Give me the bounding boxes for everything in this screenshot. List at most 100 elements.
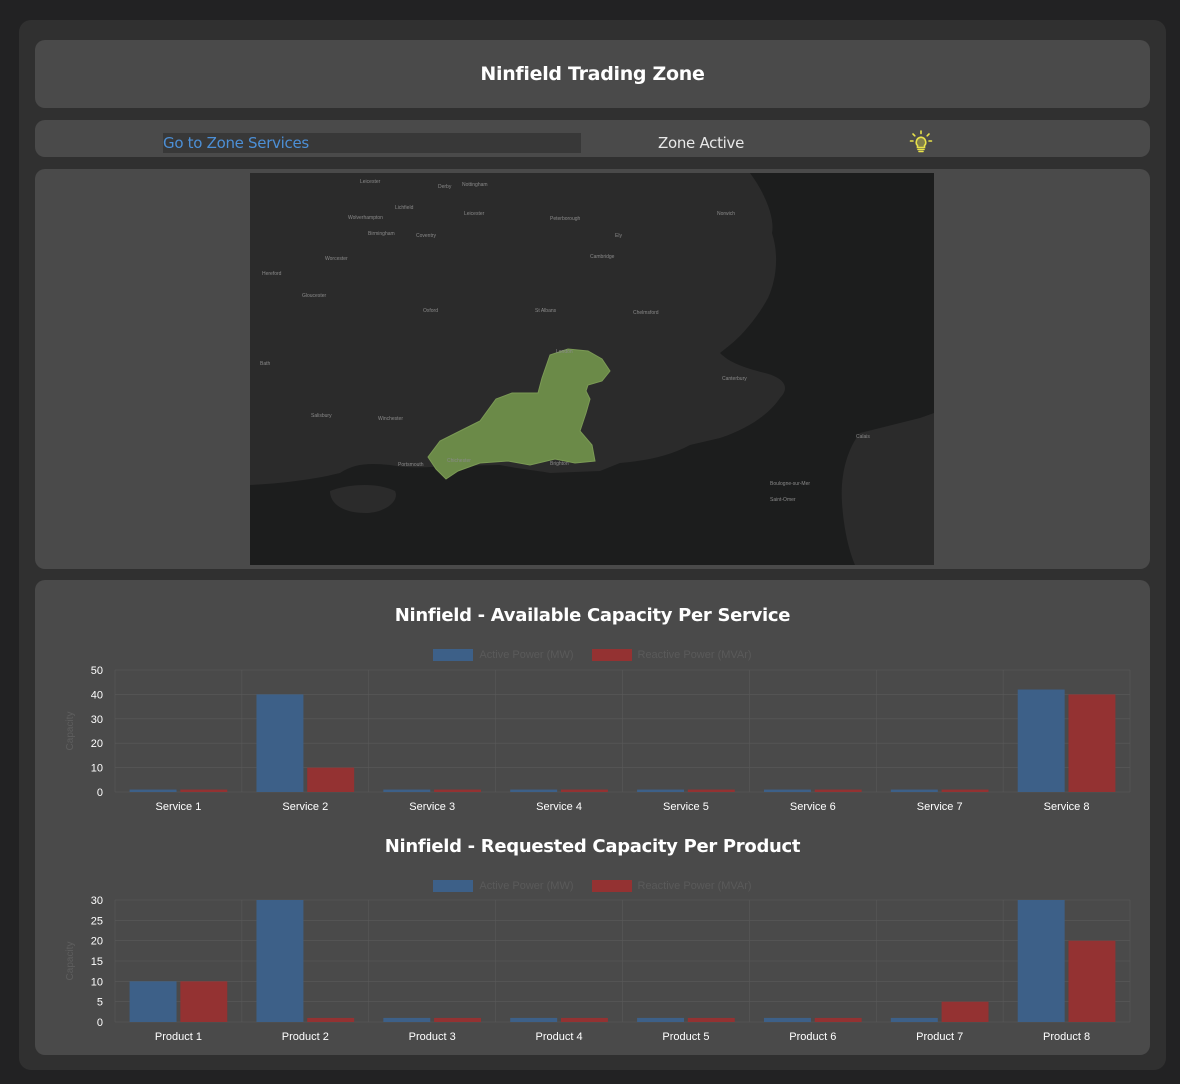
- bar-reactive-power[interactable]: [434, 1017, 482, 1022]
- map-place-label: Winchester: [378, 416, 403, 422]
- y-tick-label: 10: [91, 763, 103, 775]
- bar-active-power[interactable]: [637, 1017, 685, 1022]
- header-panel: Ninfield Trading Zone: [35, 40, 1150, 108]
- legend-products[interactable]: Active Power (MW) Reactive Power (MVAr): [35, 880, 1150, 892]
- bar-active-power[interactable]: [890, 789, 938, 792]
- map-place-label: Portsmouth: [398, 462, 424, 468]
- legend-services[interactable]: Active Power (MW) Reactive Power (MVAr): [35, 649, 1150, 661]
- bar-active-power[interactable]: [129, 789, 177, 792]
- legend-item-reactive[interactable]: Reactive Power (MVAr): [591, 649, 752, 661]
- lightbulb-icon: [909, 130, 933, 153]
- y-tick-label: 25: [91, 915, 103, 927]
- y-tick-label: 0: [97, 1017, 103, 1029]
- isle-of-wight: [330, 485, 396, 513]
- y-tick-label: 50: [91, 665, 103, 677]
- nav-bar: Go to Zone Services Zone Active: [35, 120, 1150, 157]
- land-england: [250, 173, 785, 485]
- y-tick-label: 30: [91, 714, 103, 726]
- legend-item-active[interactable]: Active Power (MW): [433, 649, 574, 661]
- bar-active-power[interactable]: [256, 900, 304, 1022]
- map-place-label: Derby: [438, 184, 452, 190]
- bar-active-power[interactable]: [383, 789, 431, 792]
- y-tick-label: 5: [97, 997, 103, 1009]
- map-place-label: Peterborough: [550, 216, 581, 222]
- x-tick-label: Service 2: [282, 801, 328, 813]
- bar-reactive-power[interactable]: [1068, 940, 1116, 1022]
- x-tick-label: Service 4: [536, 801, 582, 813]
- bar-reactive-power[interactable]: [307, 767, 355, 792]
- map-place-label: Brighton: [550, 461, 569, 467]
- x-tick-label: Product 3: [409, 1031, 456, 1043]
- x-tick-label: Service 7: [917, 801, 963, 813]
- bar-reactive-power[interactable]: [814, 789, 862, 792]
- legend-item-reactive[interactable]: Reactive Power (MVAr): [591, 880, 752, 892]
- map-place-label: Bath: [260, 361, 271, 367]
- x-tick-label: Product 6: [789, 1031, 836, 1043]
- bar-reactive-power[interactable]: [560, 1017, 608, 1022]
- services-bar-chart: 0 10 20 30 40 50 Capacity Service 1 Service 2 Ser…: [65, 665, 1131, 813]
- map-place-label: Calais: [856, 434, 870, 440]
- map-place-label: Chichester: [447, 458, 471, 464]
- zone-map[interactable]: Leicester Derby Nottingham Lichfield Wolverh…: [250, 173, 934, 565]
- chart-title-services: Ninfield - Available Capacity Per Servic…: [394, 605, 791, 626]
- legend-label-reactive: Reactive Power (MVAr): [637, 649, 752, 661]
- bar-reactive-power[interactable]: [687, 1017, 735, 1022]
- y-axis-label: Capacity: [65, 942, 76, 981]
- bar-active-power[interactable]: [129, 981, 177, 1022]
- bar-reactive-power[interactable]: [434, 789, 482, 792]
- bar-active-power[interactable]: [890, 1017, 938, 1022]
- bar-active-power[interactable]: [383, 1017, 431, 1022]
- map-place-label: Chelmsford: [633, 310, 659, 316]
- y-axis-label: Capacity: [65, 712, 76, 751]
- zone-status-text: Zone Active: [658, 134, 745, 152]
- legend-label-active: Active Power (MW): [479, 880, 574, 892]
- bar-active-power[interactable]: [763, 1017, 811, 1022]
- map-place-label: St Albans: [535, 308, 557, 314]
- map-place-label: London: [556, 349, 573, 355]
- bar-active-power[interactable]: [637, 789, 685, 792]
- x-tick-label: Product 8: [1043, 1031, 1090, 1043]
- y-tick-label: 0: [97, 787, 103, 799]
- zone-services-link[interactable]: Go to Zone Services: [163, 133, 581, 153]
- y-tick-label: 15: [91, 956, 103, 968]
- bar-reactive-power[interactable]: [560, 789, 608, 792]
- legend-label-active: Active Power (MW): [479, 649, 574, 661]
- bar-reactive-power[interactable]: [814, 1017, 862, 1022]
- bar-active-power[interactable]: [510, 789, 558, 792]
- y-tick-label: 10: [91, 976, 103, 988]
- bar-active-power[interactable]: [1017, 900, 1065, 1022]
- bar-reactive-power[interactable]: [687, 789, 735, 792]
- page-title: Ninfield Trading Zone: [480, 63, 705, 85]
- map-place-label: Oxford: [423, 308, 438, 314]
- legend-item-active[interactable]: Active Power (MW): [433, 880, 574, 892]
- map-place-label: Gloucester: [302, 293, 327, 299]
- bar-reactive-power[interactable]: [941, 1001, 989, 1022]
- bar-active-power[interactable]: [256, 694, 304, 792]
- x-tick-label: Service 8: [1044, 801, 1090, 813]
- bar-active-power[interactable]: [763, 789, 811, 792]
- map-place-label: Wolverhampton: [348, 215, 383, 221]
- map-place-label: Salisbury: [311, 413, 332, 419]
- land-france: [841, 413, 934, 565]
- bar-active-power[interactable]: [1017, 689, 1065, 792]
- map-panel: Leicester Derby Nottingham Lichfield Wolverh…: [35, 169, 1150, 569]
- legend-swatch-reactive: [591, 649, 632, 661]
- bar-reactive-power[interactable]: [180, 981, 228, 1022]
- bar-reactive-power[interactable]: [941, 789, 989, 792]
- x-tick-label: Product 4: [536, 1031, 583, 1043]
- map-place-label: Birmingham: [368, 231, 395, 237]
- legend-swatch-reactive: [591, 880, 632, 892]
- bar-active-power[interactable]: [510, 1017, 558, 1022]
- x-tick-label: Product 1: [155, 1031, 202, 1043]
- legend-swatch-active: [433, 649, 474, 661]
- bar-reactive-power[interactable]: [307, 1017, 355, 1022]
- y-tick-label: 30: [91, 895, 103, 907]
- map-place-label: Canterbury: [722, 376, 747, 382]
- x-tick-label: Product 7: [916, 1031, 963, 1043]
- map-place-label: Norwich: [717, 211, 735, 217]
- bar-reactive-power[interactable]: [180, 789, 228, 792]
- legend-swatch-active: [433, 880, 474, 892]
- y-tick-label: 20: [91, 936, 103, 948]
- bar-reactive-power[interactable]: [1068, 694, 1116, 792]
- products-bar-chart: 0 5 10 15 20 25 30 Capacity Product 1 Product 2 Pr…: [65, 895, 1131, 1043]
